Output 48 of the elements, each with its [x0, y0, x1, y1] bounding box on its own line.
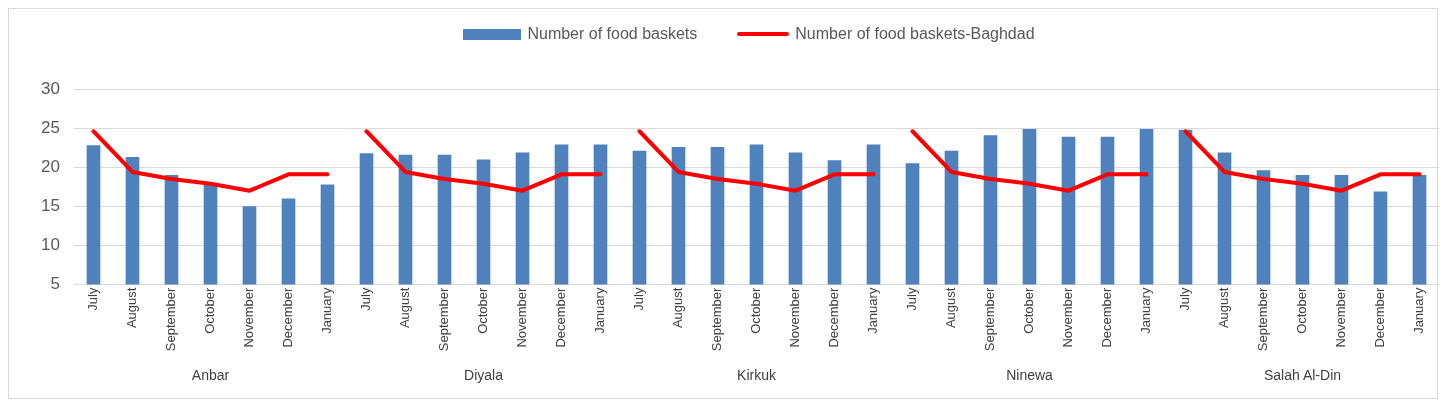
x-axis-title: Diyala: [464, 367, 504, 384]
x-tick-label: October: [475, 286, 491, 334]
x-tick-label: September: [436, 286, 452, 352]
x-tick-label: January: [1411, 287, 1427, 334]
legend-label: Number of food baskets: [527, 25, 698, 43]
x-tick-label: November: [241, 286, 257, 348]
x-tick-label: July: [904, 287, 920, 311]
y-tick-label: 30: [41, 78, 60, 98]
x-tick-label: December: [1099, 286, 1115, 348]
x-tick-label: July: [631, 287, 647, 311]
y-tick-label: 20: [41, 156, 60, 176]
x-tick-label: December: [826, 286, 842, 348]
x-tick-label: November: [787, 286, 803, 348]
y-tick-label: 5: [50, 274, 60, 294]
x-tick-label: November: [1333, 286, 1349, 348]
x-tick-label: January: [865, 287, 881, 334]
x-tick-label: September: [709, 286, 725, 352]
x-tick-label: July: [1177, 287, 1193, 311]
x-tick-label: August: [397, 287, 413, 329]
x-tick-label: August: [124, 287, 140, 329]
x-axis-title: Ninewa: [1006, 367, 1054, 384]
x-tick-label: December: [280, 286, 296, 348]
x-tick-label: September: [1255, 286, 1271, 352]
x-tick-label: October: [1021, 286, 1037, 334]
x-axis-title: Salah Al-Din: [1263, 367, 1342, 384]
y-tick-label: 15: [41, 196, 60, 216]
x-tick-label: September: [163, 286, 179, 352]
x-tick-label: December: [1372, 286, 1388, 348]
legend-label: Number of food baskets-Baghdad: [795, 25, 1035, 43]
x-tick-label: August: [670, 287, 686, 329]
x-tick-label: October: [1294, 286, 1310, 334]
x-tick-label: August: [943, 287, 959, 329]
x-tick-label: January: [592, 287, 608, 334]
x-tick-label: July: [85, 287, 101, 311]
x-axis-title: Kirkuk: [737, 367, 777, 384]
x-tick-label: November: [1060, 286, 1076, 348]
x-tick-label: January: [319, 287, 335, 334]
x-tick-label: October: [748, 286, 764, 334]
y-tick-label: 10: [41, 235, 60, 255]
x-tick-label: November: [514, 286, 530, 348]
x-tick-label: October: [202, 286, 218, 334]
x-tick-label: December: [553, 286, 569, 348]
x-tick-label: January: [1138, 287, 1154, 334]
x-tick-label: August: [1216, 287, 1232, 329]
x-axis-title: Anbar: [191, 367, 230, 384]
y-tick-label: 25: [41, 117, 60, 137]
x-tick-label: September: [982, 286, 998, 352]
x-tick-label: July: [358, 287, 374, 311]
